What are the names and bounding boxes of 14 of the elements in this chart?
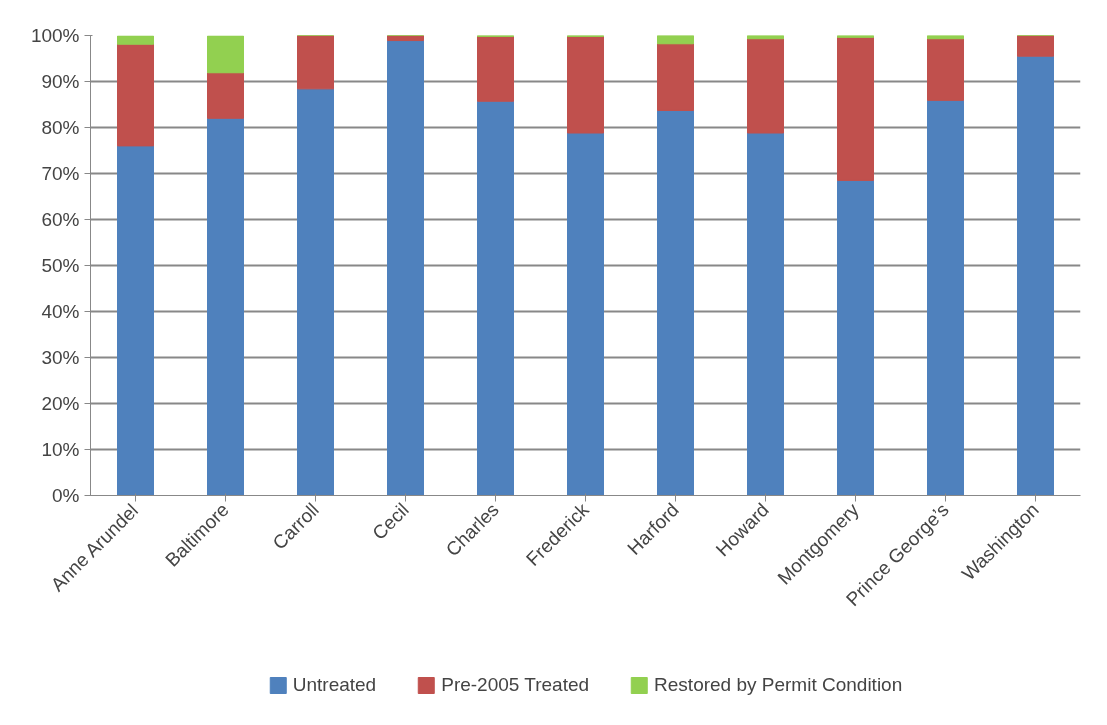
legend-label: Pre-2005 Treated [441, 674, 590, 696]
legend-label: Untreated [292, 674, 377, 696]
y-tick-label: 20% [41, 393, 80, 414]
y-tick-label: 0% [52, 485, 80, 506]
y-tick-label: 70% [41, 163, 80, 184]
y-tick-label: 30% [41, 347, 80, 368]
y-tick-label: 60% [41, 209, 80, 230]
y-tick-label: 50% [41, 255, 80, 276]
legend-label: Restored by Permit Condition [654, 674, 903, 696]
y-tick-label: 80% [41, 117, 80, 138]
y-tick-label: 10% [41, 439, 80, 460]
y-tick-label: 90% [41, 71, 80, 92]
y-tick-label: 40% [41, 301, 80, 322]
y-tick-label: 100% [30, 25, 80, 46]
